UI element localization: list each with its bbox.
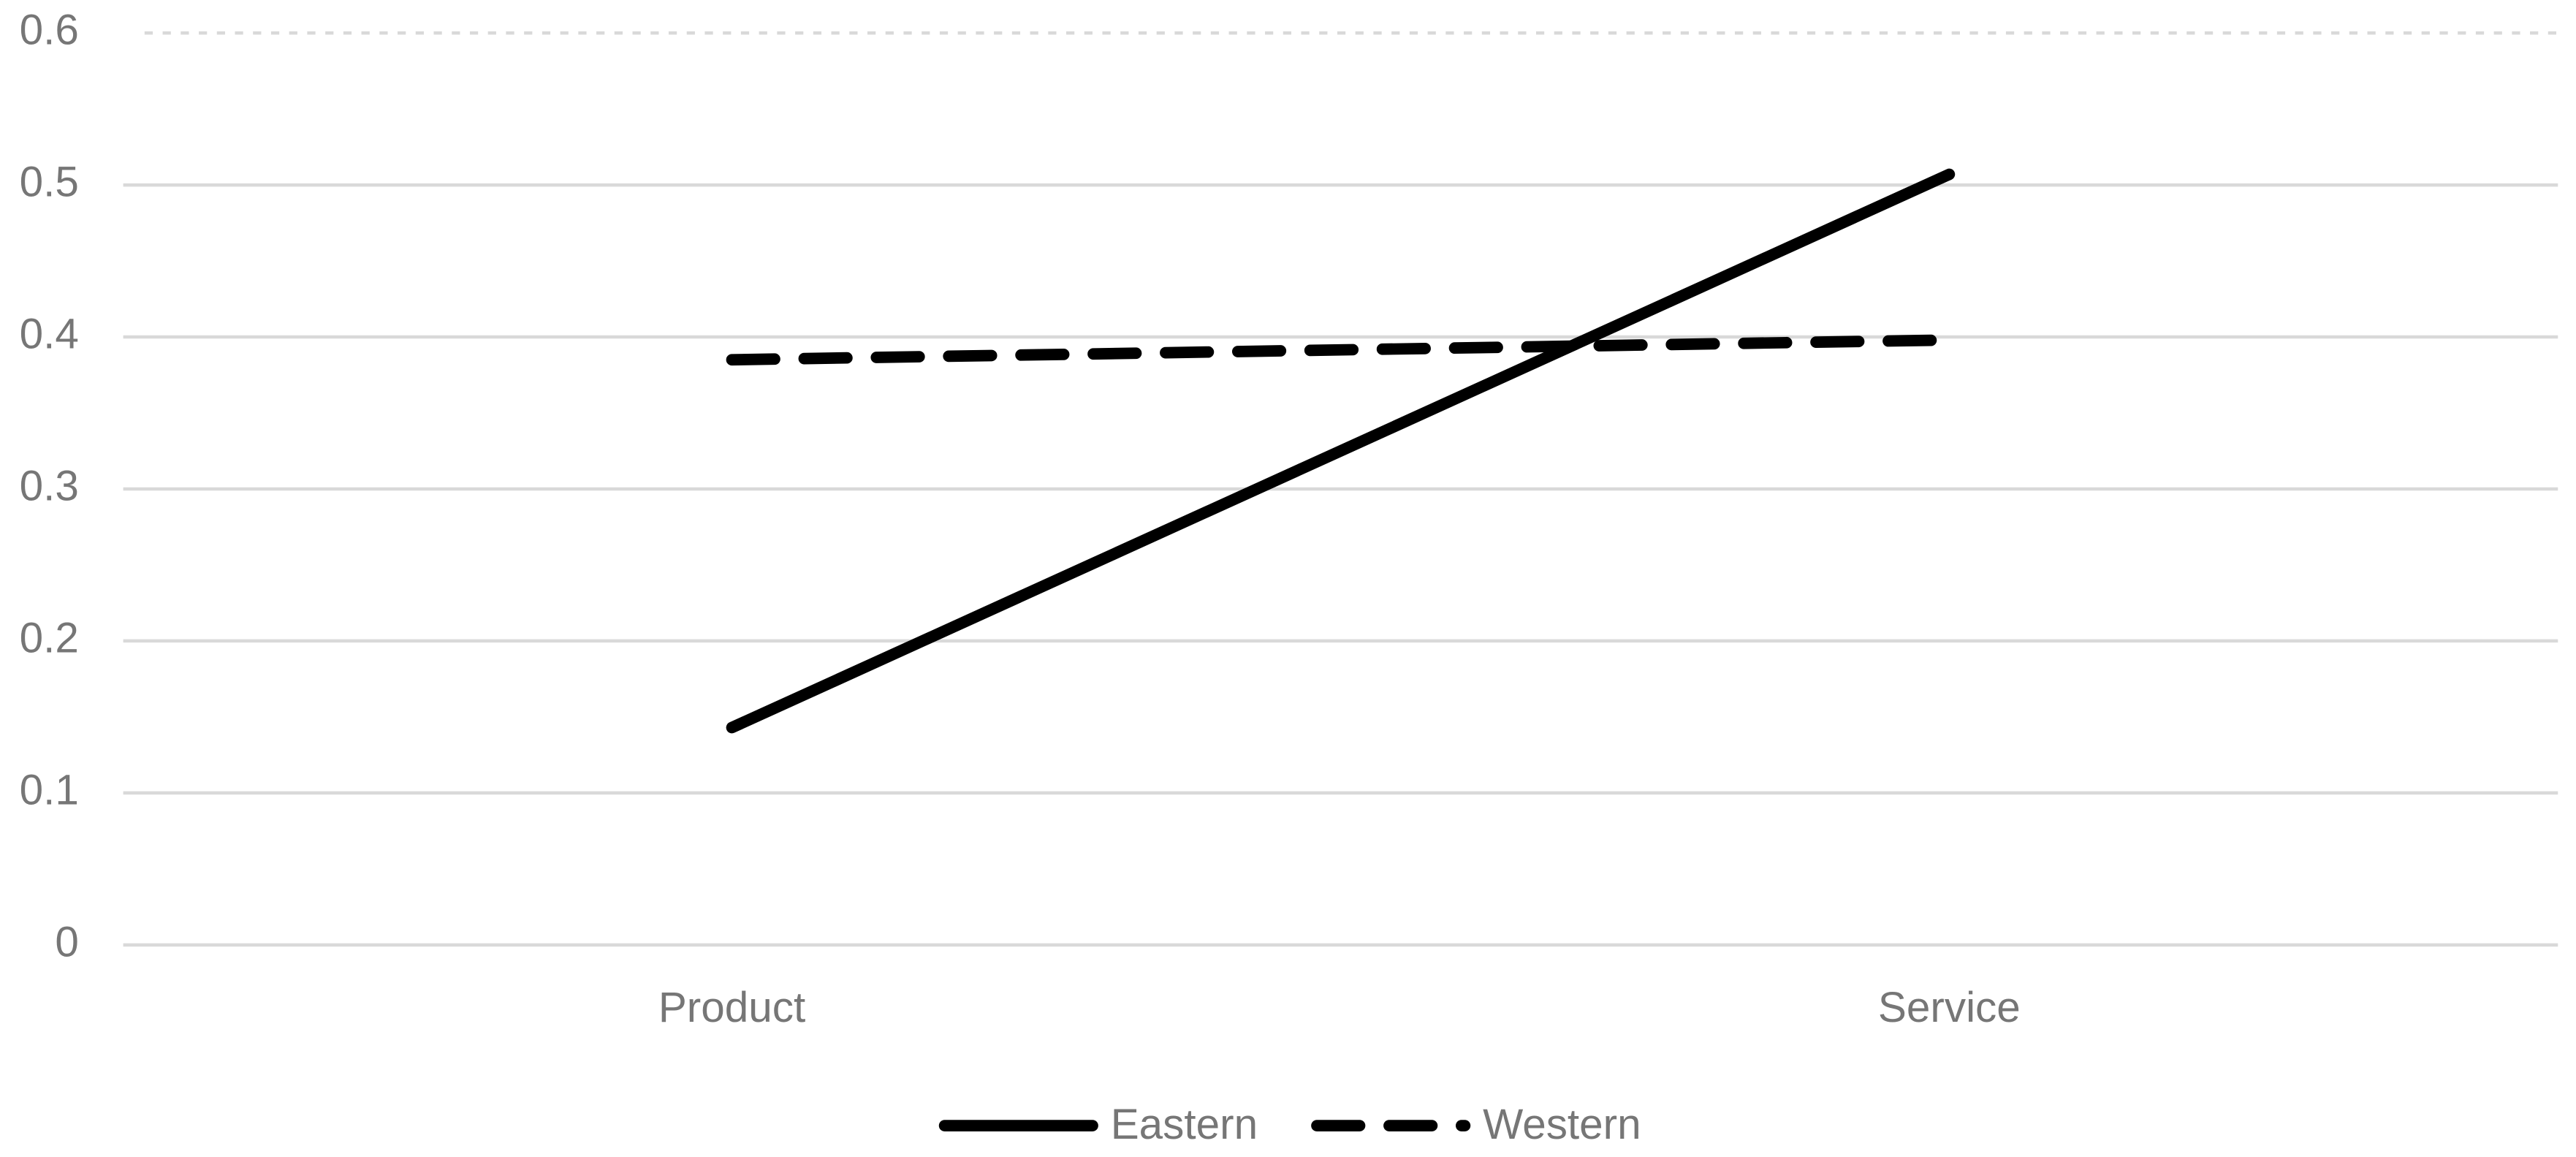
y-tick-label: 0.4 — [20, 310, 79, 357]
legend-label: Western — [1483, 1101, 1641, 1148]
y-tick-label: 0.3 — [20, 462, 79, 509]
x-tick-label: Service — [1878, 984, 2021, 1031]
legend-label: Eastern — [1111, 1101, 1258, 1148]
y-tick-label: 0.5 — [20, 159, 79, 206]
y-tick-label: 0.2 — [20, 614, 79, 661]
series-line — [726, 334, 1956, 366]
y-tick-label: 0.6 — [20, 7, 79, 54]
y-tick-label: 0 — [55, 918, 79, 966]
x-tick-label: Product — [658, 984, 805, 1031]
series-line — [726, 168, 1956, 734]
y-tick-label: 0.1 — [20, 766, 79, 813]
